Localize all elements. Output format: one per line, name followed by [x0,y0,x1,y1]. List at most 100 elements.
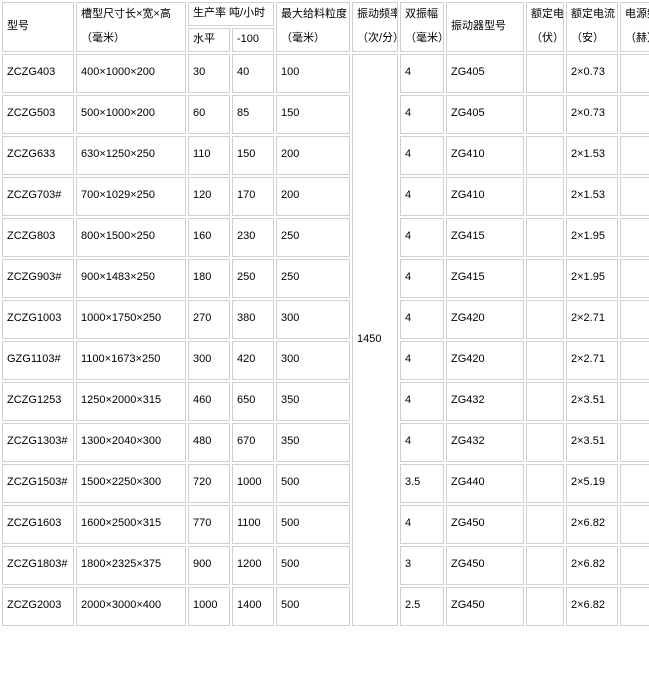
header-double-amplitude: 双振幅 （毫米） [400,2,444,52]
specification-table: 型号 槽型尺寸长×宽×高 （毫米） 生产率 吨/小时 最大给料粒度 （毫米） 振… [2,2,649,626]
cell-rate-minus100: 670 [232,422,274,462]
cell-double-amplitude: 3 [400,545,444,585]
cell-model: ZCZG803 [2,217,74,257]
cell-vibrator-model: ZG405 [446,53,524,93]
cell-vibrator-model: ZG410 [446,135,524,175]
cell-rate-minus100: 40 [232,53,274,93]
cell-vibrator-model: ZG405 [446,94,524,134]
cell-double-amplitude: 3.5 [400,463,444,503]
header-rated-voltage: 额定电压 （伏） [526,2,564,52]
cell-rated-current: 2×1.95 [566,258,618,298]
cell-rated-voltage [526,381,564,421]
cell-rated-voltage [526,299,564,339]
cell-max-feed-size: 300 [276,299,350,339]
cell-double-amplitude: 2.5 [400,586,444,626]
cell-max-feed-size: 500 [276,586,350,626]
cell-rated-current: 2×0.73 [566,94,618,134]
table-row: ZCZG703# 700×1029×250 120 170 200 4 ZG410 2×1.5… [2,176,649,216]
header-production-rate-group: 生产率 吨/小时 [188,2,274,26]
cell-trough-dimensions: 1500×2250×300 [76,463,186,503]
cell-rate-minus100: 1100 [232,504,274,544]
table-body: ZCZG403 400×1000×200 30 40 100 1450 4 ZG405 2×0.… [2,53,649,626]
cell-power-frequency [620,463,649,503]
cell-max-feed-size: 250 [276,258,350,298]
cell-power-frequency [620,217,649,257]
cell-rated-current: 2×5.19 [566,463,618,503]
cell-rate-minus100: 85 [232,94,274,134]
cell-rate-horizontal: 480 [188,422,230,462]
cell-trough-dimensions: 1800×2325×375 [76,545,186,585]
cell-trough-dimensions: 500×1000×200 [76,94,186,134]
cell-rate-horizontal: 460 [188,381,230,421]
cell-model: GZG1103# [2,340,74,380]
header-rate-horizontal: 水平 [188,27,230,52]
cell-rated-voltage [526,340,564,380]
cell-trough-dimensions: 800×1500×250 [76,217,186,257]
cell-rate-minus100: 650 [232,381,274,421]
cell-rated-current: 2×1.53 [566,176,618,216]
cell-rate-minus100: 1200 [232,545,274,585]
cell-rated-voltage [526,53,564,93]
table-row: ZCZG1003 1000×1750×250 270 380 300 4 ZG420 2×2.… [2,299,649,339]
cell-vibrator-model: ZG450 [446,504,524,544]
cell-power-frequency [620,53,649,93]
cell-vibration-frequency: 1450 [352,53,398,626]
cell-max-feed-size: 150 [276,94,350,134]
cell-vibrator-model: ZG410 [446,176,524,216]
header-row-sub: 水平 -100 [2,27,649,52]
cell-vibrator-model: ZG415 [446,258,524,298]
cell-rated-current: 2×2.71 [566,340,618,380]
table-row: ZCZG1603 1600×2500×315 770 1100 500 4 ZG450 2×6… [2,504,649,544]
cell-trough-dimensions: 1100×1673×250 [76,340,186,380]
cell-power-frequency [620,504,649,544]
cell-vibrator-model: ZG432 [446,381,524,421]
cell-model: ZCZG903# [2,258,74,298]
cell-max-feed-size: 250 [276,217,350,257]
cell-rate-minus100: 420 [232,340,274,380]
cell-rated-current: 2×1.95 [566,217,618,257]
cell-trough-dimensions: 630×1250×250 [76,135,186,175]
table-row: ZCZG633 630×1250×250 110 150 200 4 ZG410 2×1.53… [2,135,649,175]
cell-model: ZCZG503 [2,94,74,134]
cell-power-frequency [620,258,649,298]
cell-vibrator-model: ZG420 [446,299,524,339]
cell-rated-current: 2×3.51 [566,422,618,462]
cell-rated-voltage [526,135,564,175]
cell-power-frequency [620,545,649,585]
cell-rated-voltage [526,258,564,298]
cell-rate-horizontal: 60 [188,94,230,134]
cell-model: ZCZG1253 [2,381,74,421]
cell-trough-dimensions: 1250×2000×315 [76,381,186,421]
cell-rated-current: 2×6.82 [566,504,618,544]
cell-power-frequency [620,381,649,421]
cell-rated-current: 2×3.51 [566,381,618,421]
cell-rate-horizontal: 1000 [188,586,230,626]
cell-vibrator-model: ZG420 [446,340,524,380]
cell-double-amplitude: 4 [400,53,444,93]
cell-trough-dimensions: 700×1029×250 [76,176,186,216]
cell-double-amplitude: 4 [400,381,444,421]
header-vibration-frequency: 振动频率 （次/分） [352,2,398,52]
cell-rate-horizontal: 30 [188,53,230,93]
cell-model: ZCZG1303# [2,422,74,462]
table-row: ZCZG503500×1000×20060851504ZG4052×0.732×… [2,94,649,134]
table-row: ZCZG903# 900×1483×250 180 250 250 4 ZG415 2×1.9… [2,258,649,298]
header-model: 型号 [2,2,74,52]
cell-vibrator-model: ZG440 [446,463,524,503]
cell-rate-horizontal: 110 [188,135,230,175]
cell-vibrator-model: ZG415 [446,217,524,257]
cell-rated-voltage [526,176,564,216]
header-row-top: 型号 槽型尺寸长×宽×高 （毫米） 生产率 吨/小时 最大给料粒度 （毫米） 振… [2,2,649,52]
cell-power-frequency [620,340,649,380]
cell-double-amplitude: 4 [400,422,444,462]
table-row: ZCZG1803# 1800×2325×375 900 1200 500 3 ZG450 2×… [2,545,649,585]
cell-trough-dimensions: 400×1000×200 [76,53,186,93]
table-header: 型号 槽型尺寸长×宽×高 （毫米） 生产率 吨/小时 最大给料粒度 （毫米） 振… [2,2,649,52]
cell-double-amplitude: 4 [400,94,444,134]
header-power-frequency: 电源频率 （赫） [620,2,649,52]
cell-rate-horizontal: 160 [188,217,230,257]
cell-power-frequency [620,94,649,134]
cell-trough-dimensions: 900×1483×250 [76,258,186,298]
table-row: ZCZG1253 1250×2000×315 460 650 350 4 ZG432 2×3.… [2,381,649,421]
cell-double-amplitude: 4 [400,340,444,380]
